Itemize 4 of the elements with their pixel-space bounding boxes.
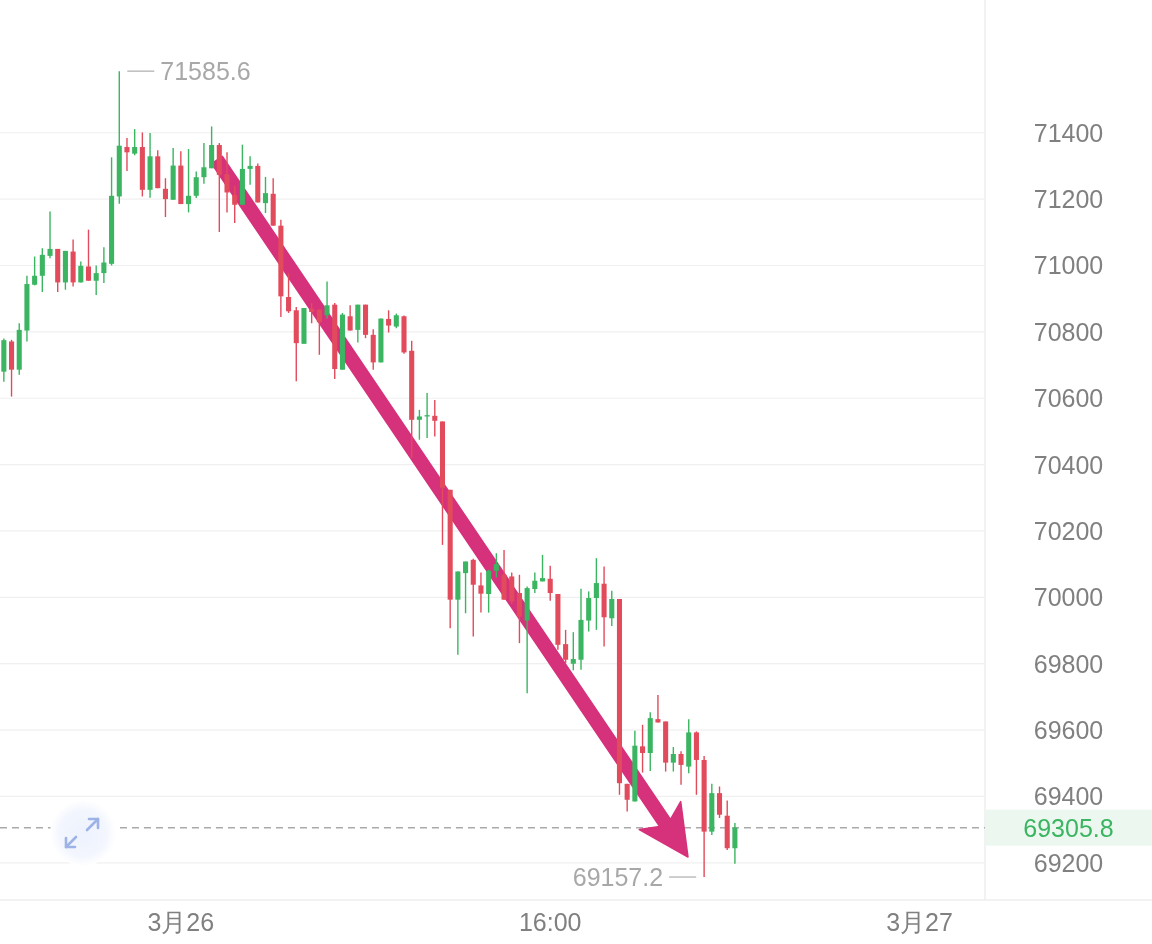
annotation: 69157.2 xyxy=(572,863,664,892)
annotation: 71585.6 xyxy=(160,57,251,86)
annotation: 69157.2 xyxy=(572,863,697,892)
annotation: 71585.6 xyxy=(126,57,251,86)
